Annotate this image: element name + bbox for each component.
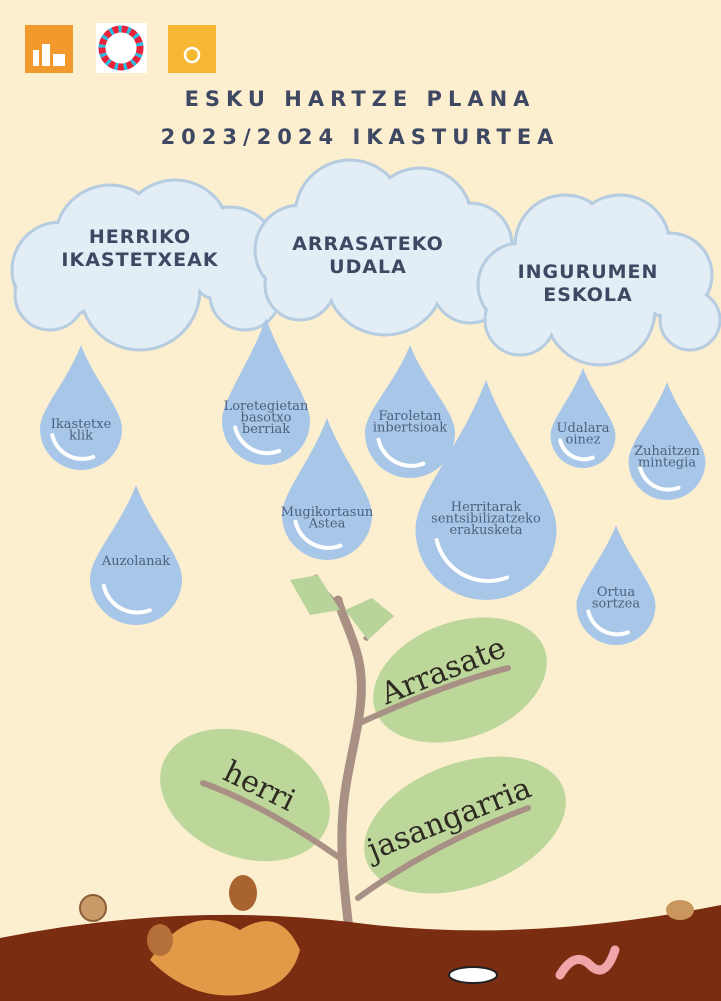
drop-label: Auzolanak xyxy=(101,554,170,569)
cloud-label: ESKOLA xyxy=(543,284,633,306)
snail xyxy=(80,895,106,921)
cloud-fill xyxy=(662,292,718,348)
icon-part xyxy=(53,54,65,66)
cloud-label: INGURUMEN xyxy=(518,261,659,283)
acorn xyxy=(229,875,257,911)
cloud-label: UDALA xyxy=(329,256,407,278)
drop-label: erakusketa xyxy=(449,523,522,538)
acorn xyxy=(147,924,173,956)
icon-part xyxy=(33,50,39,66)
drop-label: Astea xyxy=(308,517,346,532)
icon-part xyxy=(42,44,50,66)
cloud-fill xyxy=(17,262,83,328)
drop-label: berriak xyxy=(242,422,290,437)
cloud-label: HERRIKO xyxy=(89,226,191,248)
drop-label: mintegia xyxy=(638,456,696,471)
cloud-label: IKASTETXEAK xyxy=(61,249,218,271)
drop-label: sortzea xyxy=(592,597,640,612)
title: 2023/2024 IKASTURTEA xyxy=(161,125,560,149)
logo-center xyxy=(108,35,134,61)
ant xyxy=(666,900,694,920)
poster: HERRIKOIKASTETXEAK ARRASATEKOUDALA INGURUM… xyxy=(0,0,721,1001)
drop-label: inbertsioak xyxy=(373,421,447,436)
cloud-label: ARRASATEKO xyxy=(292,233,444,255)
sdg-icons xyxy=(25,23,216,73)
drop-label: klik xyxy=(69,429,93,444)
ant xyxy=(449,967,497,983)
cloud-fill xyxy=(267,252,333,318)
title: ESKU HARTZE PLANA xyxy=(185,87,536,111)
drop-label: oinez xyxy=(566,433,601,448)
